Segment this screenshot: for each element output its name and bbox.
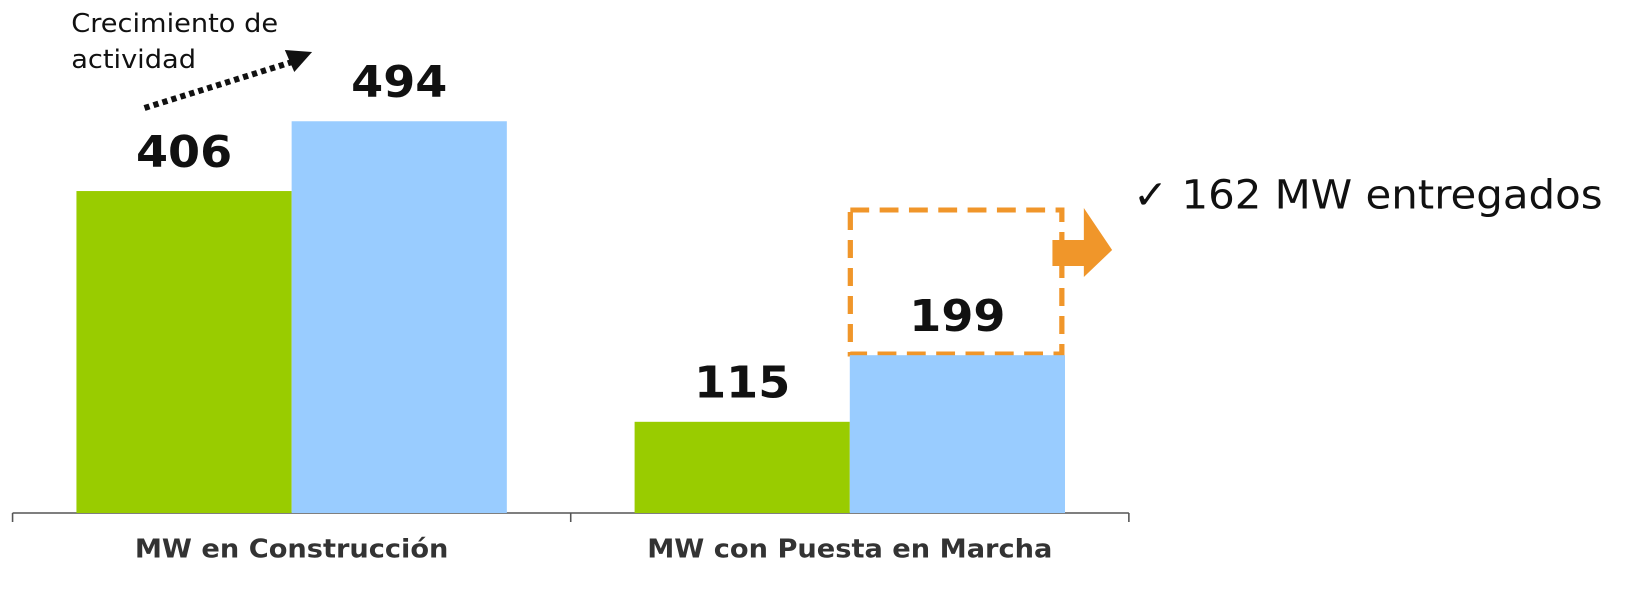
growth-note-line: Crecimiento de [71,8,278,38]
value-label: 115 [694,357,790,409]
bar [849,355,1065,513]
value-label: 199 [909,290,1005,342]
bar [291,121,507,514]
bar [634,421,850,513]
growth-arrow-head [284,50,313,72]
growth-arrow-line [143,58,297,111]
bar [76,191,292,514]
highlight-arrow-head [1083,208,1113,277]
value-label: 494 [351,56,447,108]
value-label: 406 [136,126,232,178]
delivered-note: ✓ 162 MW entregados [1133,172,1602,219]
growth-note: Crecimiento de actividad [71,8,278,74]
highlight-arrow-body [1052,240,1086,266]
highlight-box [847,207,1065,357]
x-tick-label: MW en Construcción [135,534,449,564]
x-tick-label: MW con Puesta en Marcha [647,534,1052,564]
growth-note-line: actividad [71,44,196,74]
